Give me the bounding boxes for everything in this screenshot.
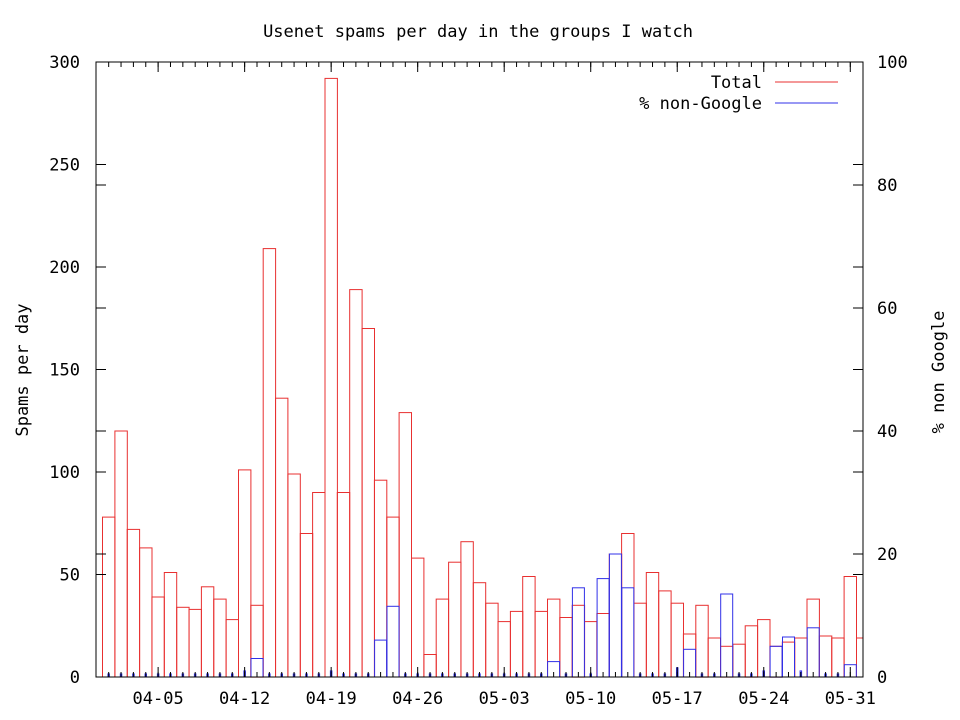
- left-axis-tick-label: 250: [49, 156, 80, 176]
- right-axis-tick-label: 100: [877, 53, 908, 73]
- right-axis-tick-label: 40: [877, 422, 897, 442]
- right-axis-tick-label: 0: [877, 668, 887, 688]
- y2-axis-label: % non Google: [929, 311, 949, 434]
- left-axis-tick-label: 100: [49, 463, 80, 483]
- right-axis-tick-label: 60: [877, 299, 897, 319]
- right-axis-tick-labels: 0 20 40 60 80 100: [877, 53, 908, 688]
- legend: Total % non-Google: [639, 73, 838, 114]
- left-axis-tick-labels: 0 50 100 150 200 250 300: [49, 53, 80, 688]
- x-axis-tick-label: 04-12: [219, 689, 270, 709]
- left-axis-tick-label: 0: [70, 668, 80, 688]
- x-axis-tick-label: 05-10: [565, 689, 616, 709]
- x-axis-tick-label: 05-24: [738, 689, 789, 709]
- x-axis-tick-label: 04-05: [133, 689, 184, 709]
- axis-ticks: [96, 61, 863, 678]
- left-axis-tick-label: 150: [49, 361, 80, 381]
- legend-nongoogle-label: % non-Google: [639, 94, 762, 114]
- x-axis-tick-label: 05-17: [652, 689, 703, 709]
- x-axis-tick-label: 05-31: [825, 689, 876, 709]
- x-axis-tick-labels: 04-05 04-12 04-19 04-26 05-03 05-10 05-17 05-24…: [133, 689, 876, 709]
- left-axis-tick-label: 300: [49, 53, 80, 73]
- x-axis-tick-label: 04-19: [306, 689, 357, 709]
- x-axis-tick-label: 04-26: [392, 689, 443, 709]
- legend-total-label: Total: [711, 73, 762, 93]
- left-axis-tick-label: 50: [60, 566, 80, 586]
- y-axis-label: Spams per day: [13, 303, 33, 436]
- x-axis-tick-label: 05-03: [479, 689, 530, 709]
- right-axis-tick-label: 80: [877, 176, 897, 196]
- right-axis-tick-label: 20: [877, 545, 897, 565]
- chart-title: Usenet spams per day in the groups I wat…: [263, 22, 693, 42]
- left-axis-tick-label: 200: [49, 258, 80, 278]
